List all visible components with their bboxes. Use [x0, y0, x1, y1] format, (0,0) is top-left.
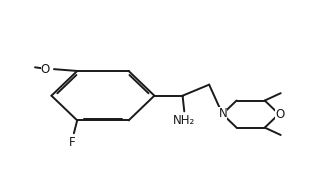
Text: O: O [275, 108, 284, 121]
Text: O: O [41, 63, 50, 76]
Text: NH₂: NH₂ [173, 114, 196, 127]
Text: N: N [218, 107, 227, 120]
Text: F: F [69, 136, 75, 149]
